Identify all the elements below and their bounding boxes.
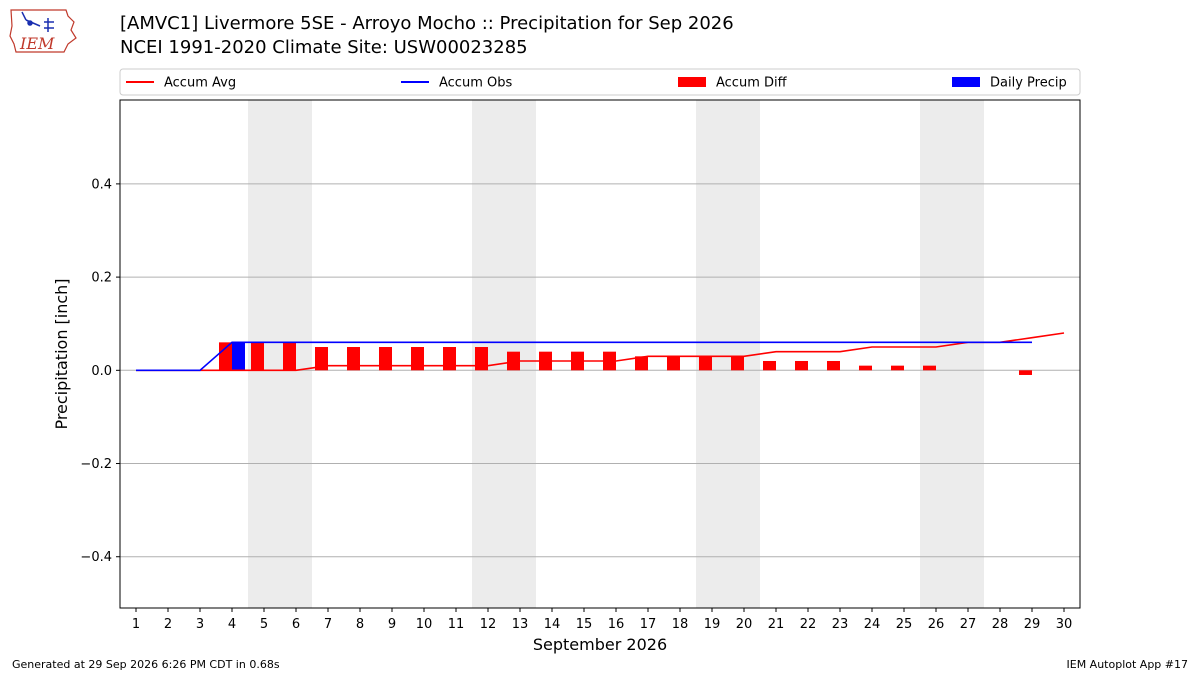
accum-diff-bar — [379, 347, 392, 371]
accum-diff-bar — [411, 347, 424, 371]
chart-subtitle: NCEI 1991-2020 Climate Site: USW00023285 — [120, 37, 528, 58]
accum-diff-bar — [475, 347, 488, 371]
x-tick-label: 21 — [768, 617, 785, 632]
accum-diff-bar — [731, 356, 744, 371]
iowa-outline-icon — [9, 9, 77, 53]
accum-diff-bar — [667, 356, 680, 371]
accum-diff-bar — [891, 365, 904, 371]
accum-diff-bar — [635, 356, 648, 371]
legend-label: Accum Obs — [439, 76, 512, 91]
accum-diff-bar — [347, 347, 360, 371]
accum-diff-bar — [1019, 370, 1032, 375]
x-tick-label: 19 — [704, 617, 721, 632]
weather-station-icon — [21, 11, 54, 32]
x-tick-label: 26 — [928, 617, 945, 632]
x-tick-label: 30 — [1056, 617, 1073, 632]
x-tick-label: 3 — [196, 617, 204, 632]
generated-timestamp: Generated at 29 Sep 2026 6:26 PM CDT in … — [12, 658, 280, 671]
accum-diff-bar — [251, 342, 264, 371]
x-tick-label: 7 — [324, 617, 332, 632]
chart-title-block: [AMVC1] Livermore 5SE - Arroyo Mocho :: … — [120, 12, 734, 60]
daily-precip-bar — [232, 342, 245, 371]
x-tick-label: 20 — [736, 617, 753, 632]
accum-diff-bar — [699, 356, 712, 371]
x-tick-label: 12 — [480, 617, 497, 632]
x-tick-label: 25 — [896, 617, 913, 632]
plot-frame — [119, 99, 1081, 609]
accum-diff-bar — [923, 365, 936, 371]
x-tick-label: 13 — [512, 617, 529, 632]
accum-diff-bar — [859, 365, 872, 371]
legend-bar-swatch — [952, 77, 980, 87]
legend-label: Accum Diff — [716, 76, 788, 91]
accum-avg-line — [136, 332, 1065, 372]
x-tick-label: 9 — [388, 617, 396, 632]
x-tick-label: 28 — [992, 617, 1009, 632]
x-tick-label: 17 — [640, 617, 657, 632]
x-tick-label: 1 — [132, 617, 140, 632]
x-tick-label: 2 — [164, 617, 172, 632]
y-tick-label: −0.2 — [80, 457, 112, 472]
x-tick-label: 4 — [228, 617, 236, 632]
accum-diff-bar — [507, 351, 520, 371]
x-tick-label: 22 — [800, 617, 817, 632]
y-axis-label: Precipitation [inch] — [52, 278, 71, 429]
logo-text: IEM — [19, 34, 55, 53]
legend-bar-swatch — [678, 77, 706, 87]
accum-diff-bar — [219, 342, 232, 371]
x-tick-label: 11 — [448, 617, 465, 632]
accum-obs-line — [136, 341, 1032, 372]
weekend-band — [696, 100, 760, 608]
iem-logo: IEM — [9, 9, 77, 53]
x-axis-label: September 2026 — [533, 635, 667, 654]
x-tick-label: 5 — [260, 617, 268, 632]
x-tick-label: 23 — [832, 617, 849, 632]
x-tick-label: 27 — [960, 617, 977, 632]
x-tick-label: 10 — [416, 617, 433, 632]
y-tick-label: 0.4 — [91, 177, 112, 192]
weekend-band — [920, 100, 984, 608]
app-label: IEM Autoplot App #17 — [1066, 658, 1189, 671]
x-tick-label: 6 — [292, 617, 300, 632]
chart-title: [AMVC1] Livermore 5SE - Arroyo Mocho :: … — [120, 13, 734, 34]
accum-diff-bar — [315, 347, 328, 371]
y-tick-label: −0.4 — [80, 550, 112, 565]
x-tick-label: 18 — [672, 617, 689, 632]
accum-diff-bar — [795, 360, 808, 371]
y-tick-label: 0.0 — [91, 364, 112, 379]
x-tick-label: 16 — [608, 617, 625, 632]
x-tick-label: 24 — [864, 617, 881, 632]
x-tick-label: 14 — [544, 617, 561, 632]
x-tick-label: 29 — [1024, 617, 1041, 632]
accum-diff-bar — [763, 360, 776, 371]
x-tick-label: 8 — [356, 617, 364, 632]
x-tick-label: 15 — [576, 617, 593, 632]
y-tick-label: 0.2 — [91, 271, 112, 286]
accum-diff-bar — [827, 360, 840, 371]
accum-diff-bar — [443, 347, 456, 371]
legend-label: Daily Precip — [990, 76, 1067, 91]
accum-diff-bar — [283, 342, 296, 371]
legend-label: Accum Avg — [164, 76, 236, 91]
legend-box — [119, 68, 1081, 96]
